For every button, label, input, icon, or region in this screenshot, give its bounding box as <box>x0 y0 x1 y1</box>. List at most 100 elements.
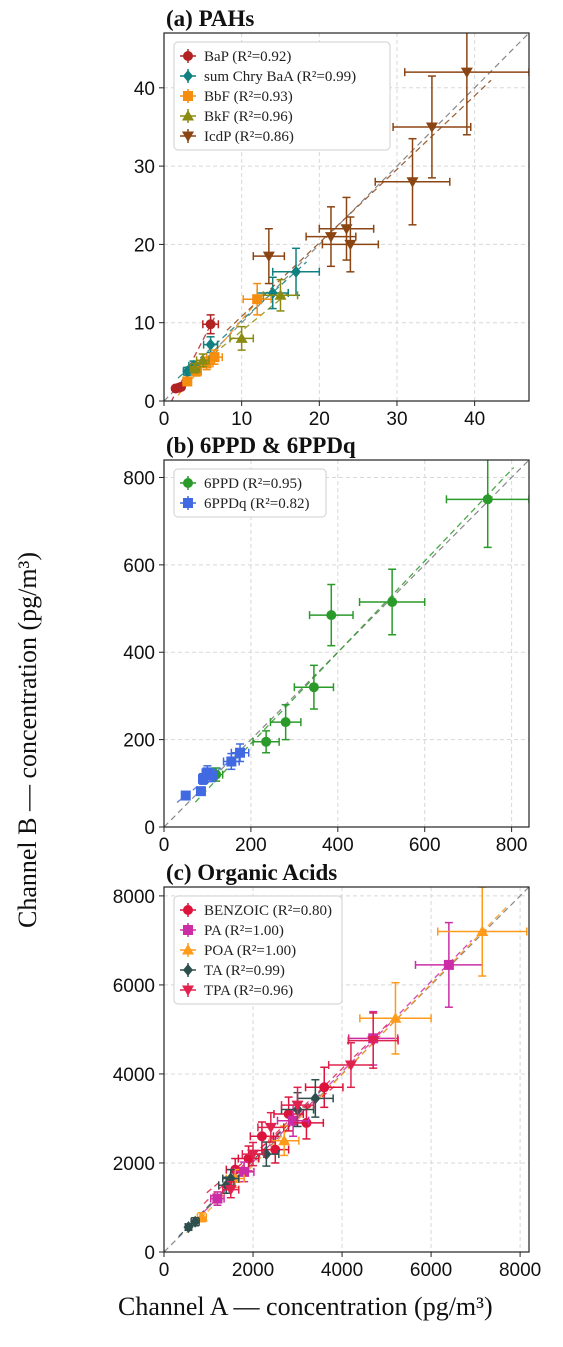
series-group <box>222 1012 399 1199</box>
data-point <box>247 1149 260 1161</box>
x-tick-label: 2000 <box>232 1260 274 1281</box>
y-tick-label: 800 <box>123 468 155 489</box>
legend-entry: BaP (R²=0.92) <box>180 49 291 65</box>
legend-marker <box>183 905 193 915</box>
legend-label: PA (R²=1.00) <box>204 923 284 939</box>
legend-label: TA (R²=0.99) <box>204 963 285 979</box>
data-point <box>389 1012 402 1023</box>
chart-panel-3: 0 2000 4000 6000 8000 0 2000 4000 6000 8000 (c) Or… <box>113 860 542 1281</box>
legend-label: TPA (R²=0.96) <box>204 983 293 999</box>
legend-entry: BkF (R²=0.96) <box>180 109 293 125</box>
y-tick-label: 0 <box>144 392 155 413</box>
data-point <box>482 494 493 505</box>
series-group <box>208 460 529 782</box>
data-point <box>425 122 438 133</box>
legend-marker <box>183 925 193 935</box>
y-tick-label: 0 <box>144 818 155 839</box>
data-point <box>209 352 220 363</box>
x-tick-label: 40 <box>464 409 485 430</box>
y-tick-label: 600 <box>123 556 155 577</box>
series-group <box>252 33 529 285</box>
legend-entry: 6PPDq (R²=0.82) <box>180 496 309 512</box>
data-point <box>190 1215 201 1228</box>
data-point <box>224 1185 237 1196</box>
y-tick-label: 0 <box>144 1243 155 1264</box>
x-tick-label: 200 <box>235 835 267 856</box>
legend-marker <box>183 964 193 976</box>
fit-line <box>177 292 266 396</box>
x-tick-label: 30 <box>386 409 407 430</box>
fit-line <box>178 1083 328 1237</box>
data-point <box>189 362 202 373</box>
x-axis-label: Channel A — concentration (pg/m³) <box>118 1292 493 1321</box>
data-point <box>226 756 237 767</box>
data-point <box>206 770 217 781</box>
legend-label: BENZOIC (R²=0.80) <box>204 903 332 919</box>
x-tick-label: 400 <box>322 835 354 856</box>
data-point <box>406 177 419 188</box>
legend-entry: BbF (R²=0.93) <box>180 89 293 105</box>
data-point <box>344 239 357 251</box>
data-point <box>256 1131 267 1142</box>
chart-panel-2: 0 200 400 600 800 0 200 400 600 800 (b) 6PPD & 6PP… <box>123 433 530 856</box>
data-point <box>195 786 206 797</box>
data-point <box>278 1134 291 1146</box>
legend-entry: BENZOIC (R²=0.80) <box>180 903 332 919</box>
data-point <box>324 232 337 243</box>
x-tick-label: 0 <box>159 1260 170 1281</box>
x-tick-label: 20 <box>309 409 330 430</box>
x-tick-label: 10 <box>231 409 252 430</box>
data-point <box>205 319 216 330</box>
y-tick-label: 10 <box>134 314 155 335</box>
x-tick-label: 600 <box>409 835 441 856</box>
y-tick-label: 30 <box>134 157 155 178</box>
legend-box <box>173 41 391 151</box>
data-point <box>340 224 353 235</box>
data-point <box>180 790 191 801</box>
data-point <box>262 251 275 263</box>
chart-panel-1: 0 10 20 30 40 0 10 20 30 40 (a) PAHs BaP (R²=0.92) s… <box>134 6 530 430</box>
x-tick-label: 6000 <box>410 1260 452 1281</box>
data-point <box>270 1144 281 1155</box>
y-tick-label: 40 <box>134 79 155 100</box>
legend-entry: TPA (R²=0.96) <box>180 983 293 999</box>
legend-marker <box>183 498 193 508</box>
data-point <box>387 596 398 607</box>
data-point <box>198 773 209 784</box>
legend-entry: 6PPD (R²=0.95) <box>180 476 302 492</box>
chart-title: (b) 6PPD & 6PPDq <box>166 433 356 458</box>
plot-frame <box>163 886 530 1253</box>
chart-title: (c) Organic Acids <box>166 860 337 885</box>
x-tick-label: 4000 <box>321 1260 363 1281</box>
fit-line <box>194 467 515 803</box>
legend-marker <box>182 131 194 142</box>
legend-label: BbF (R²=0.93) <box>204 89 293 105</box>
legend-label: sum Chry BaA (R²=0.99) <box>204 69 356 85</box>
fit-line <box>177 261 308 379</box>
legend-marker <box>183 51 193 61</box>
data-point <box>205 338 216 351</box>
data-point <box>291 1100 304 1112</box>
legend-marker <box>182 944 194 955</box>
y-tick-label: 2000 <box>113 1154 155 1175</box>
identity-line <box>164 460 529 827</box>
x-tick-label: 0 <box>159 409 170 430</box>
plot-frame <box>163 32 530 402</box>
identity-line <box>164 33 529 401</box>
data-point <box>182 376 193 387</box>
data-point <box>476 925 489 937</box>
legend-entry: TA (R²=0.99) <box>180 963 285 979</box>
data-point <box>326 610 337 621</box>
y-tick-label: 20 <box>134 235 155 256</box>
legend-entry: POA (R²=1.00) <box>180 943 296 959</box>
data-point <box>252 294 263 305</box>
data-point <box>239 1166 250 1177</box>
legend-entry: IcdP (R²=0.86) <box>180 129 294 145</box>
data-point <box>291 265 302 278</box>
identity-line <box>164 887 529 1252</box>
legend-box <box>173 895 343 1005</box>
x-tick-label: 8000 <box>499 1260 541 1281</box>
plot-area <box>164 33 529 401</box>
legend-marker <box>183 91 193 101</box>
y-axis-label: Channel B — concentration (pg/m³) <box>13 551 42 929</box>
